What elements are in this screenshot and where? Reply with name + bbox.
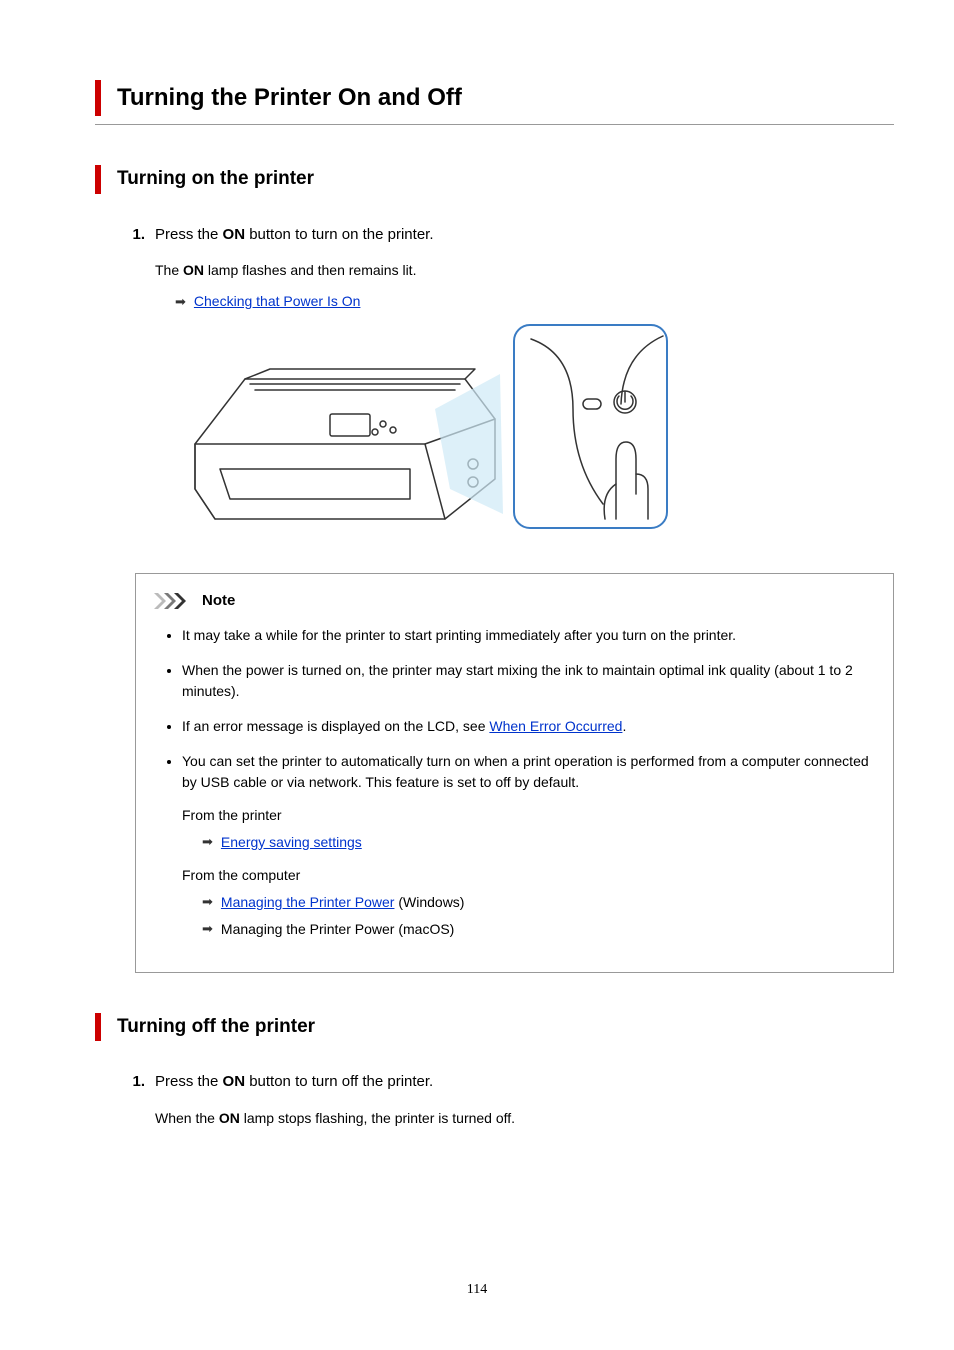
document-page: Turning the Printer On and Off Turning o…: [0, 0, 954, 1350]
printer-illustration-icon: [175, 324, 505, 529]
step-text: Press the ON button to turn off the prin…: [155, 1071, 894, 1094]
step-text: Press the ON button to turn on the print…: [155, 224, 894, 247]
link-checking-power[interactable]: Checking that Power Is On: [194, 291, 361, 312]
link-energy-saving[interactable]: Energy saving settings: [221, 832, 362, 853]
note-chevrons-icon: [154, 593, 194, 609]
note-item: You can set the printer to automatically…: [182, 751, 875, 940]
section-heading-off: Turning off the printer: [95, 1013, 894, 1042]
page-number: 114: [0, 1279, 954, 1300]
step-list-on: 1. Press the ON button to turn on the pr…: [95, 224, 894, 554]
step-number: 1.: [125, 1071, 145, 1139]
page-title: Turning the Printer On and Off: [117, 80, 894, 116]
text-manage-power-mac: Managing the Printer Power (macOS): [221, 919, 454, 940]
arrow-right-icon: ➡: [175, 292, 186, 312]
title-underline: [95, 124, 894, 125]
note-item: It may take a while for the printer to s…: [182, 625, 875, 646]
section-heading-on: Turning on the printer: [95, 165, 894, 194]
power-button-detail-icon: [513, 324, 668, 529]
note-header: Note: [154, 590, 875, 613]
link-line: ➡ Energy saving settings: [202, 832, 875, 853]
step-item: 1. Press the ON button to turn off the p…: [125, 1071, 894, 1139]
note-item: If an error message is displayed on the …: [182, 716, 875, 737]
step-body: Press the ON button to turn on the print…: [155, 224, 894, 554]
step-number: 1.: [125, 224, 145, 554]
step-list-off: 1. Press the ON button to turn off the p…: [95, 1071, 894, 1139]
link-line: ➡ Managing the Printer Power (Windows): [202, 892, 875, 913]
link-manage-power-win[interactable]: Managing the Printer Power: [221, 894, 395, 910]
link-line: ➡ Managing the Printer Power (macOS): [202, 919, 875, 940]
step-subtext: When the ON lamp stops flashing, the pri…: [155, 1108, 894, 1129]
arrow-right-icon: ➡: [202, 832, 213, 852]
note-subtext: From the printer: [182, 805, 875, 826]
link-line: ➡ Checking that Power Is On: [155, 291, 894, 312]
arrow-right-icon: ➡: [202, 892, 213, 912]
link-when-error[interactable]: When Error Occurred: [489, 718, 622, 734]
note-box: Note It may take a while for the printer…: [135, 573, 894, 973]
note-list: It may take a while for the printer to s…: [154, 625, 875, 940]
step-subtext: The ON lamp flashes and then remains lit…: [155, 260, 894, 281]
arrow-right-icon: ➡: [202, 919, 213, 939]
step-item: 1. Press the ON button to turn on the pr…: [125, 224, 894, 554]
title-block: Turning the Printer On and Off: [95, 80, 894, 116]
printer-figure: [175, 324, 894, 529]
note-subtext: From the computer: [182, 865, 875, 886]
note-label: Note: [202, 590, 235, 613]
note-item: When the power is turned on, the printer…: [182, 660, 875, 702]
step-body: Press the ON button to turn off the prin…: [155, 1071, 894, 1139]
